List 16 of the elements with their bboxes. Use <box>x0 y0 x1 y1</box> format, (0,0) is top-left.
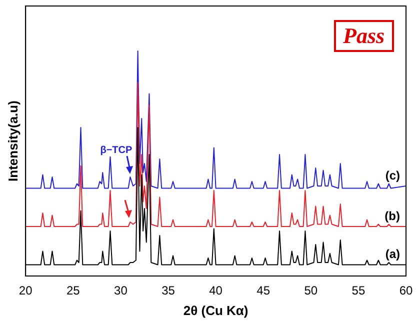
y-axis-title: Intensity(a.u) <box>5 100 20 182</box>
x-tick-label: 30 <box>114 284 128 298</box>
series-label: (b) <box>384 208 400 223</box>
x-tick-label: 45 <box>256 284 270 298</box>
x-tick-label: 35 <box>162 284 176 298</box>
x-tick-label: 55 <box>352 284 366 298</box>
text: Pass <box>334 20 394 52</box>
x-tick-label: 60 <box>399 284 413 298</box>
x-tick-label: 20 <box>18 284 33 298</box>
series-label: (c) <box>385 168 400 182</box>
series-label: (a) <box>385 247 400 262</box>
x-axis-title: 2θ (Cu Kα) <box>183 302 248 318</box>
x-tick-label: 40 <box>209 284 223 298</box>
x-tick-label: 50 <box>304 284 318 298</box>
annotation: β−TCP <box>100 144 133 156</box>
x-tick-label: 25 <box>66 284 80 298</box>
